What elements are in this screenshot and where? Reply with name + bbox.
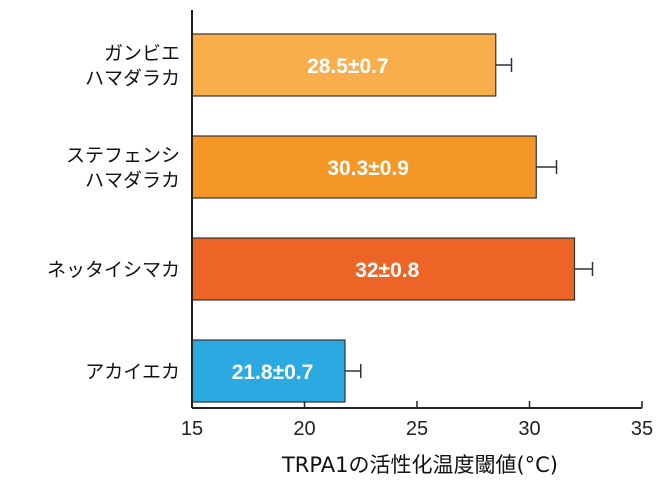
- data-label: 32±0.8: [355, 259, 419, 282]
- x-ticks-group: 15 20 25 30 35: [181, 401, 653, 440]
- data-label: 21.8±0.7: [232, 361, 314, 384]
- bar: [191, 237, 576, 301]
- category-label: ネッタイシマカ: [47, 259, 180, 281]
- bars-group: [191, 33, 576, 403]
- x-tick-label: 25: [406, 418, 428, 440]
- error-bars-group: [345, 58, 594, 378]
- data-label: 28.5±0.7: [307, 55, 389, 78]
- bar: [191, 33, 497, 97]
- bar: [191, 135, 537, 199]
- data-label: 30.3±0.9: [327, 157, 409, 180]
- x-tick-label: 35: [631, 418, 653, 440]
- bar: [191, 339, 346, 403]
- category-label: ガンビエ: [104, 43, 180, 65]
- x-tick-label: 20: [293, 418, 315, 440]
- x-axis-title: TRPA1の活性化温度閾値(°C): [281, 453, 558, 477]
- category-label: アカイエカ: [85, 361, 180, 383]
- x-tick-label: 30: [518, 418, 540, 440]
- category-label: ハマダラカ: [85, 68, 180, 90]
- category-label: ハマダラカ: [85, 170, 180, 192]
- x-tick-label: 15: [181, 418, 203, 440]
- data-labels-group: 28.5±0.7 30.3±0.9 32±0.8 21.8±0.7: [232, 55, 420, 384]
- category-label: ステフェンシ: [66, 145, 180, 167]
